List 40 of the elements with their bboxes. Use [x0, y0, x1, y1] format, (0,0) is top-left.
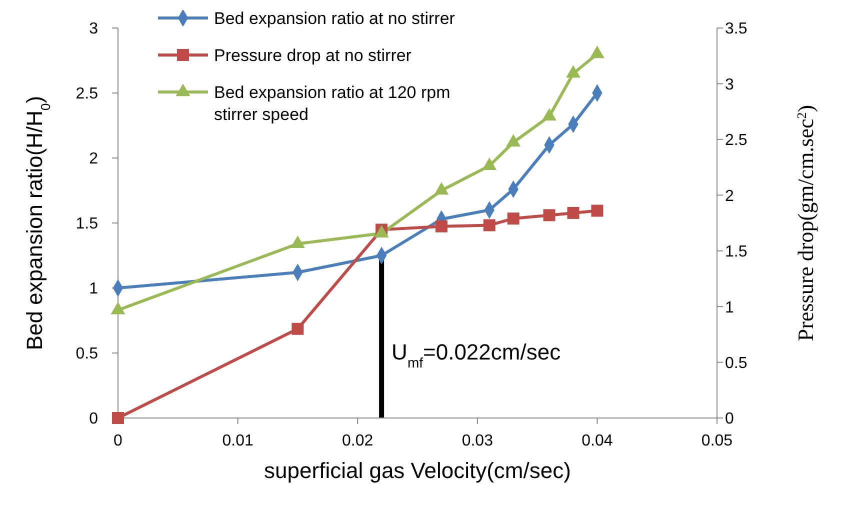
point	[434, 182, 449, 195]
y-tick-label: 0.5	[76, 346, 98, 363]
point	[590, 46, 604, 58]
y-tick-label: 3	[89, 20, 98, 38]
y2-tick-label: 3	[725, 76, 734, 94]
y-tick-label: 0	[89, 410, 98, 428]
x-axis-title: superficial gas Velocity(cm/sec)	[264, 458, 571, 483]
point	[543, 209, 556, 222]
point	[435, 220, 448, 232]
y2-tick-label: 2.5	[725, 132, 748, 150]
y2-tick-label: 2	[725, 188, 734, 205]
y2-tick-label: 0.5	[725, 354, 748, 372]
x-tick-label: 0.04	[582, 432, 613, 450]
legend-label: Bed expansion ratio at no stirrer	[214, 8, 455, 30]
point	[483, 219, 496, 232]
y-tick-label: 1.5	[76, 216, 98, 233]
y2-tick-label: 1.5	[725, 244, 748, 261]
y2-tick-label: 0	[725, 410, 734, 428]
point	[112, 412, 124, 424]
y-tick-label: 2.5	[76, 86, 98, 103]
annotation: U$_{mf}$=0.022cm/sec	[392, 340, 561, 370]
point	[482, 157, 497, 170]
x-tick-label: 0.05	[701, 432, 733, 450]
x-tick-label: 0.03	[462, 432, 494, 450]
point	[292, 322, 304, 335]
y2-tick-label: 1	[725, 299, 734, 316]
legend-label: Pressure drop at no stirrer	[214, 45, 412, 67]
y-tick-label: 1	[89, 280, 98, 298]
x-tick-label: 0	[114, 432, 123, 450]
point	[567, 206, 580, 219]
x-tick-label: 0.02	[342, 432, 374, 450]
legend-label: Bed expansion ratio at 120 rpm stirrer speed	[214, 82, 452, 126]
point	[566, 65, 580, 78]
y-tick-label: 2	[89, 150, 98, 168]
point	[507, 212, 520, 225]
x-tick-label: 0.01	[222, 432, 254, 450]
point	[591, 204, 604, 217]
point	[506, 134, 521, 147]
y2-tick-label: 3.5	[725, 20, 748, 38]
point	[542, 108, 556, 121]
